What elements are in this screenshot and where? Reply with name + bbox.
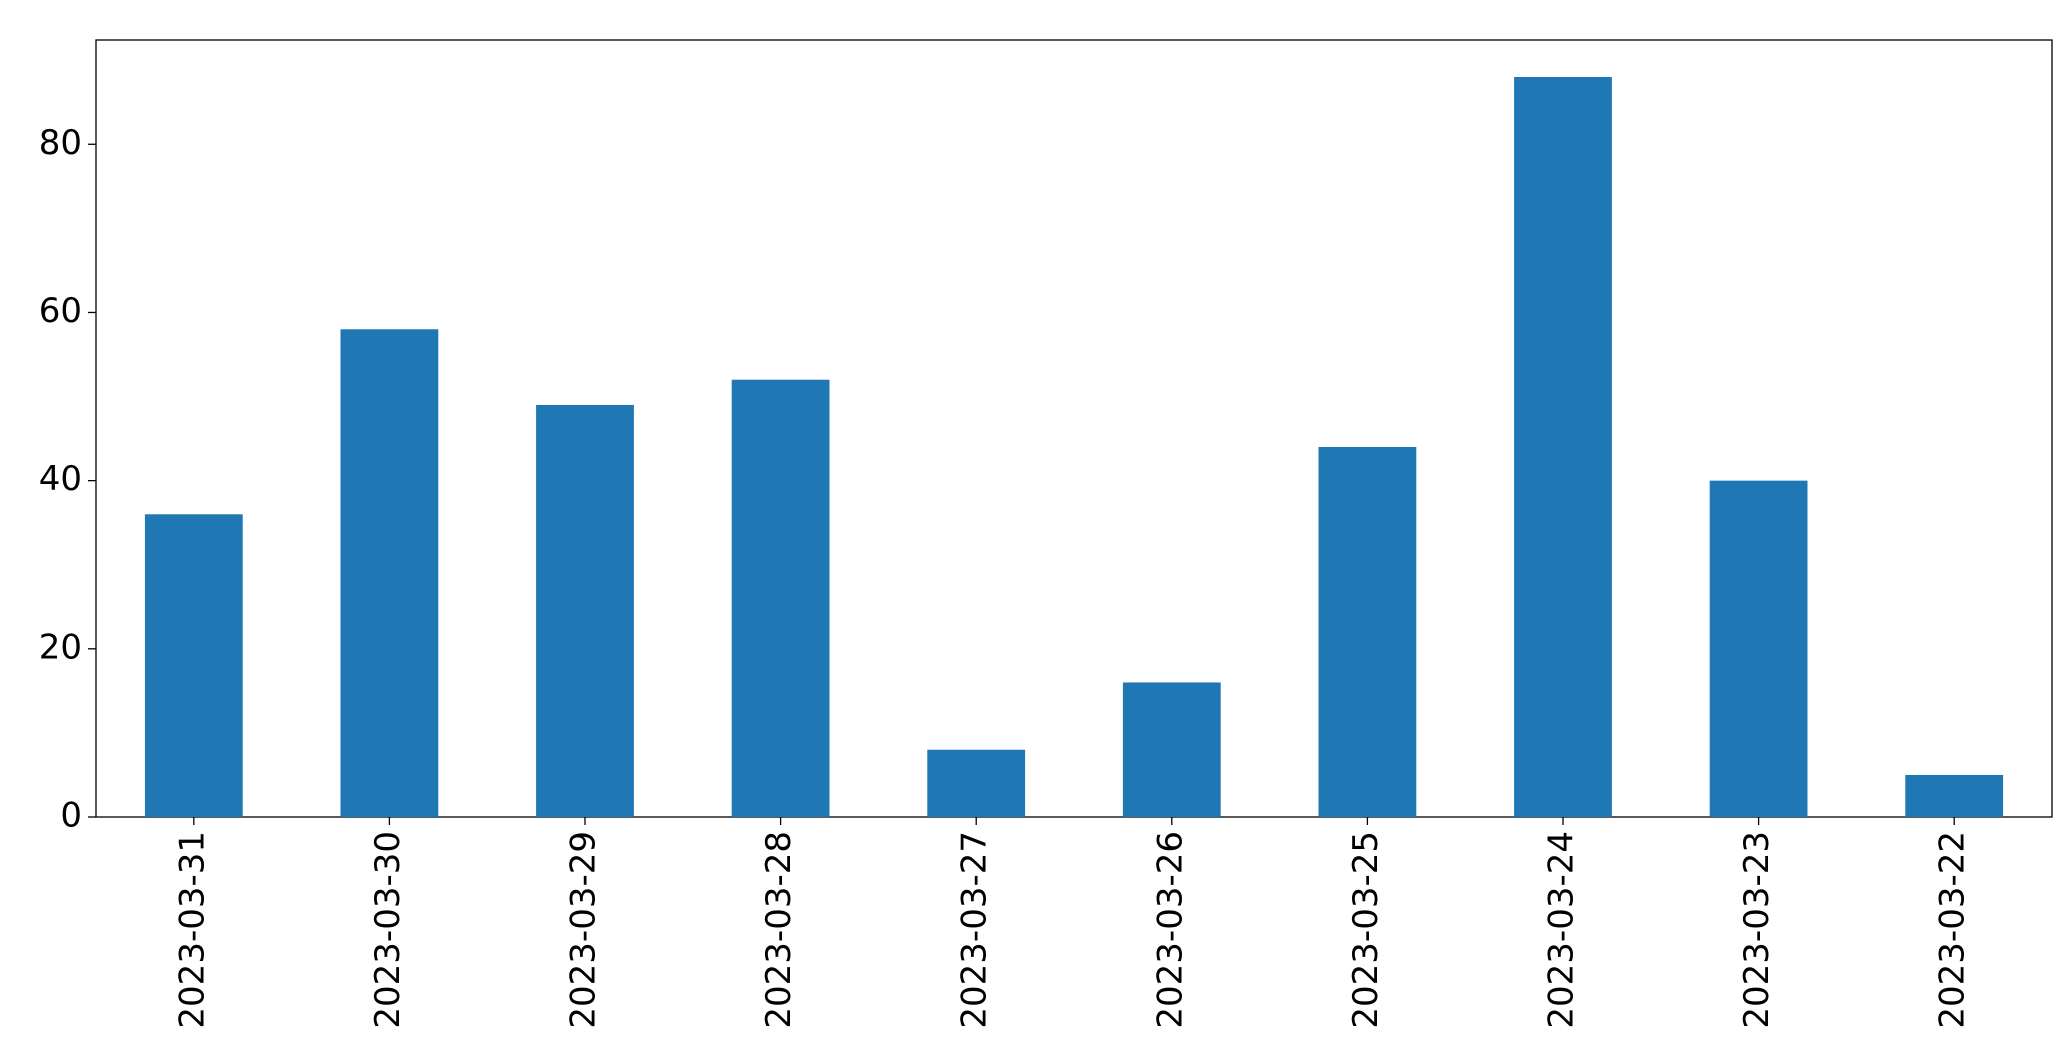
y-tick-label: 20 <box>39 627 82 667</box>
plot-frame <box>95 39 2053 818</box>
y-tick-label: 40 <box>39 459 82 499</box>
bar <box>1905 774 2004 817</box>
bar <box>340 329 439 817</box>
bar <box>731 379 830 817</box>
bar <box>536 404 634 817</box>
x-tick-label: 2023-03-24 <box>1542 831 1582 1029</box>
x-tick-label: 2023-03-31 <box>172 831 212 1029</box>
bar <box>927 749 1026 817</box>
x-tick-label: 2023-03-30 <box>368 831 408 1029</box>
y-tick-label: 60 <box>39 291 82 331</box>
x-tick-label: 2023-03-23 <box>1737 831 1777 1029</box>
bar <box>1709 480 1808 817</box>
x-tick-label: 2023-03-26 <box>1150 831 1190 1029</box>
x-tick-label: 2023-03-25 <box>1346 831 1386 1029</box>
bar <box>144 514 243 817</box>
x-tick-label: 2023-03-29 <box>564 831 604 1029</box>
y-tick-label: 0 <box>60 796 82 836</box>
y-tick-label: 80 <box>39 123 82 163</box>
x-tick-label: 2023-03-22 <box>1933 831 1973 1029</box>
x-tick-label: 2023-03-27 <box>955 831 995 1029</box>
bar <box>1514 77 1612 817</box>
x-tick-label: 2023-03-28 <box>759 831 799 1029</box>
bar <box>1122 682 1221 817</box>
bar <box>1318 447 1417 817</box>
